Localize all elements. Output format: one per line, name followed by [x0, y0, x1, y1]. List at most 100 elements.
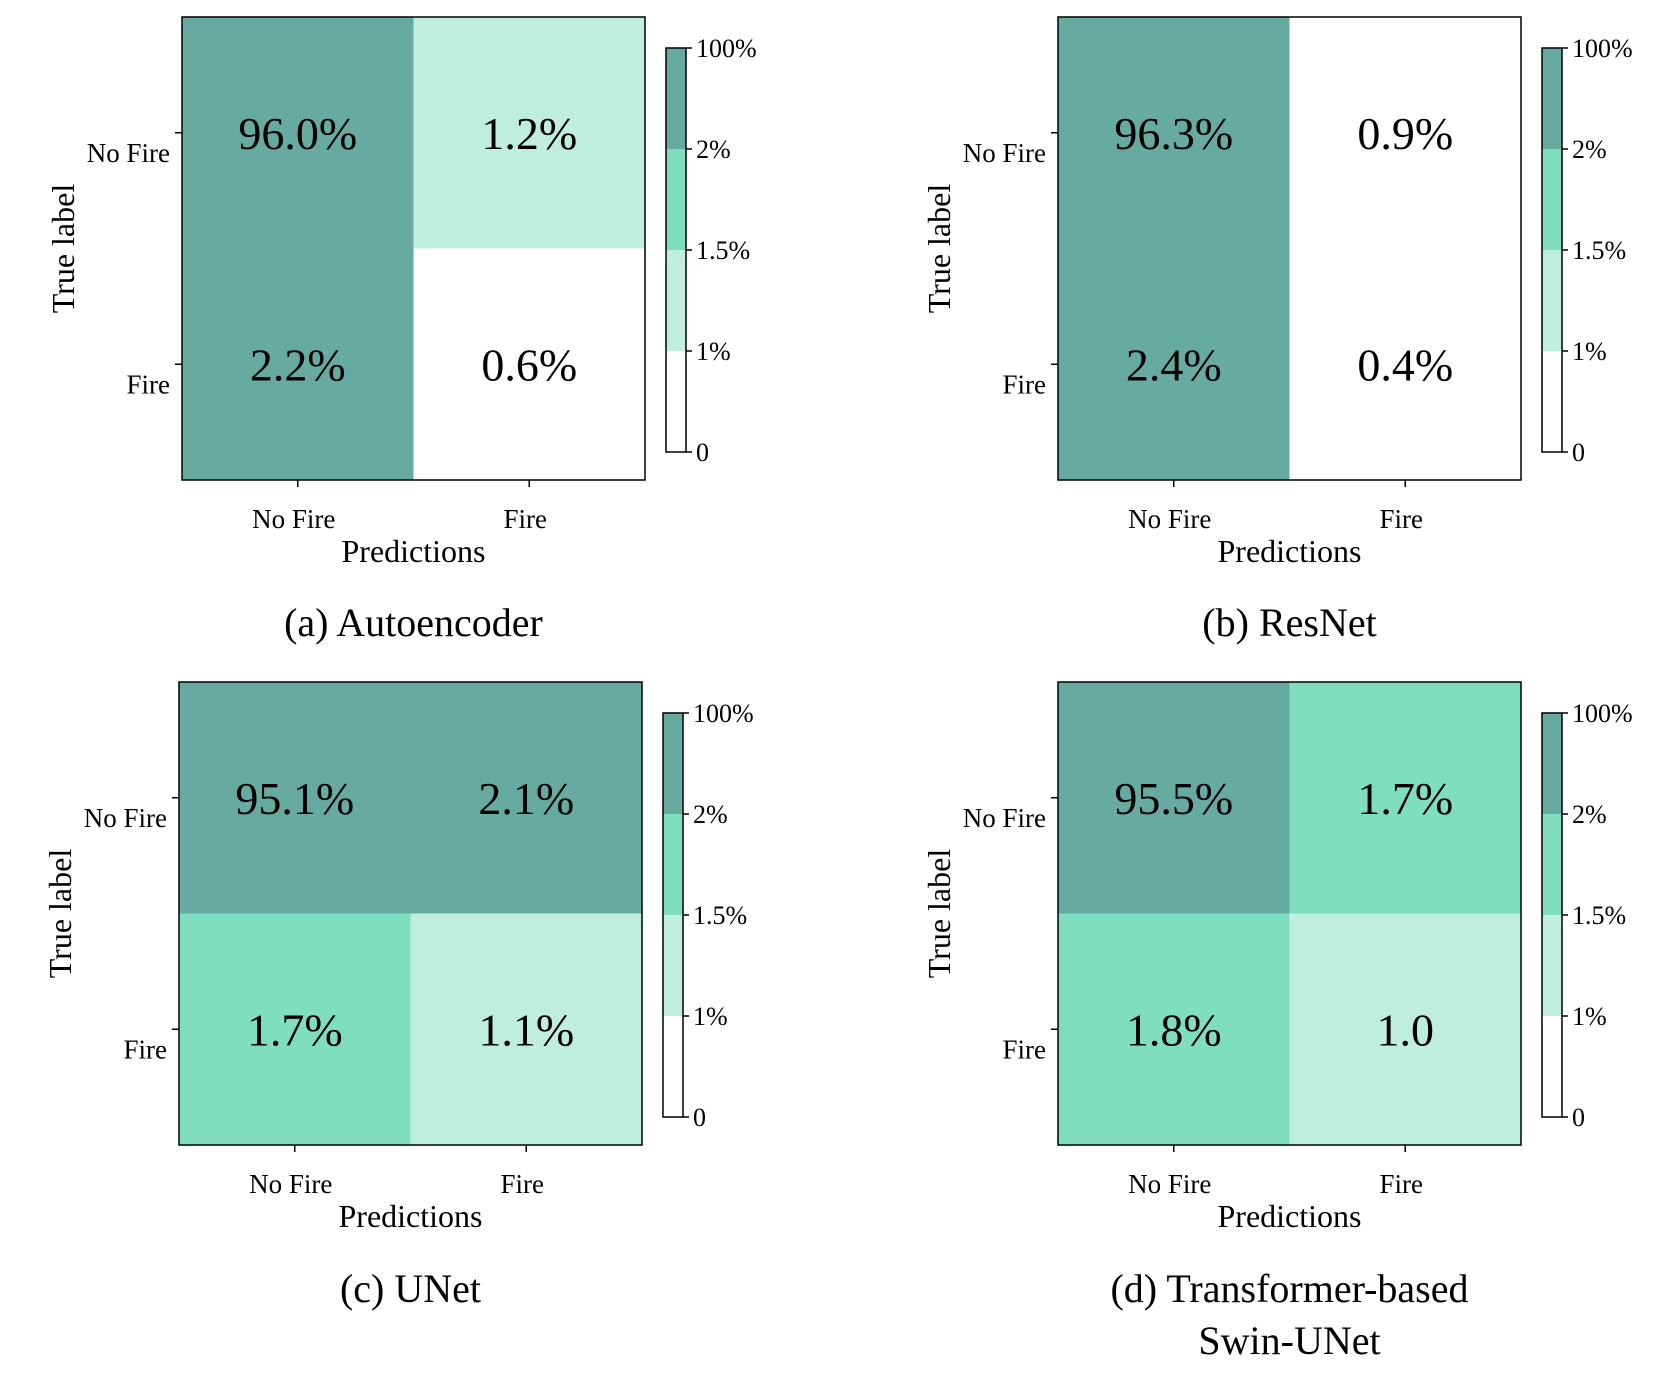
y-axis-label: True label — [45, 184, 81, 314]
x-tick-label: No Fire — [252, 504, 335, 534]
matrix-cell — [1289, 17, 1521, 249]
colorbar-tick-label: 1.5% — [1572, 901, 1626, 930]
colorbar-band — [663, 713, 683, 814]
colorbar-tick-label: 100% — [693, 699, 754, 728]
colorbar-band — [1542, 250, 1562, 351]
y-tick-label: No Fire — [963, 803, 1046, 833]
cell-value-label: 95.1% — [235, 773, 354, 824]
colorbar-tick-label: 2% — [696, 135, 731, 164]
x-axis-label: Predictions — [1218, 1198, 1362, 1234]
y-tick-label: No Fire — [87, 138, 170, 168]
colorbar-tick-label: 0 — [693, 1103, 706, 1132]
matrix-cell — [1058, 248, 1290, 480]
y-tick-label: Fire — [1003, 1034, 1047, 1064]
y-tick-label: Fire — [1003, 369, 1047, 399]
matrix-cell — [179, 913, 411, 1145]
cell-value-label: 96.0% — [238, 108, 357, 159]
x-tick-label: No Fire — [1128, 1169, 1211, 1199]
colorbar-tick-label: 2% — [1572, 800, 1607, 829]
colorbar-tick-label: 100% — [1572, 34, 1633, 63]
panel-caption: (a) Autoencoder — [284, 600, 543, 645]
cell-value-label: 96.3% — [1114, 108, 1233, 159]
matrix-cell — [179, 682, 411, 914]
colorbar-band — [1542, 351, 1562, 452]
y-tick-label: Fire — [124, 1034, 168, 1064]
colorbar-band — [1542, 814, 1562, 915]
colorbar-tick-label: 1% — [1572, 337, 1607, 366]
colorbar-tick-label: 0 — [1572, 438, 1585, 467]
x-tick-label: Fire — [1380, 504, 1424, 534]
colorbar-tick-label: 1% — [693, 1002, 728, 1031]
colorbar-tick-label: 0 — [696, 438, 709, 467]
matrix-cell — [1289, 248, 1521, 480]
cell-value-label: 0.4% — [1357, 339, 1453, 390]
y-tick-label: No Fire — [963, 138, 1046, 168]
colorbar-tick-label: 2% — [1572, 135, 1607, 164]
y-tick-label: No Fire — [84, 803, 167, 833]
matrix-frame — [178, 681, 643, 1146]
matrix-frame — [1057, 681, 1522, 1146]
colorbar-band — [663, 1016, 683, 1117]
x-tick-label: Fire — [504, 504, 548, 534]
cell-value-label: 1.1% — [478, 1004, 574, 1055]
x-tick-label: No Fire — [249, 1169, 332, 1199]
colorbar-tick-label: 1.5% — [696, 236, 750, 265]
cell-value-label: 1.7% — [247, 1004, 343, 1055]
matrix-cell — [1058, 682, 1290, 914]
matrix-cell — [1058, 17, 1290, 249]
colorbar-tick-label: 100% — [1572, 699, 1633, 728]
colorbar-band — [666, 351, 686, 452]
y-axis-label: True label — [42, 849, 78, 979]
matrix-cell — [410, 913, 642, 1145]
panel-caption: (c) UNet — [340, 1266, 481, 1311]
cell-value-label: 1.2% — [481, 108, 577, 159]
y-tick-label: Fire — [127, 369, 171, 399]
confusion-matrix-panel-3: 95.1% 2.1% 1.7% 1.1% No Fire Fire No Fire Fire P… — [42, 681, 754, 1311]
colorbar-band — [1542, 1016, 1562, 1117]
x-axis-label: Predictions — [339, 1198, 483, 1234]
cell-value-label: 0.6% — [481, 339, 577, 390]
cell-value-label: 0.9% — [1357, 108, 1453, 159]
colorbar-band — [1542, 48, 1562, 149]
confusion-matrix-panel-1: 96.0% 1.2% 2.2% 0.6% No Fire Fire No Fire Fire P… — [45, 16, 757, 645]
y-axis-label: True label — [921, 184, 957, 314]
colorbar-tick-label: 100% — [696, 34, 757, 63]
x-tick-label: No Fire — [1128, 504, 1211, 534]
colorbar-band — [663, 814, 683, 915]
x-tick-label: Fire — [1380, 1169, 1424, 1199]
matrix-cell — [1289, 913, 1521, 1145]
cell-value-label: 1.8% — [1126, 1004, 1222, 1055]
matrix-cell — [182, 248, 414, 480]
panel-caption: (b) ResNet — [1202, 600, 1376, 645]
confusion-matrix-panel-4: 95.5% 1.7% 1.8% 1.0 No Fire Fire No Fire Fire Pr… — [921, 681, 1633, 1363]
x-axis-label: Predictions — [342, 533, 486, 569]
panel-caption: (d) Transformer-based — [1110, 1266, 1468, 1311]
y-axis-label: True label — [921, 849, 957, 979]
cell-value-label: 1.7% — [1357, 773, 1453, 824]
matrix-cell — [413, 248, 645, 480]
colorbar-tick-label: 1% — [696, 337, 731, 366]
colorbar-band — [666, 250, 686, 351]
colorbar-band — [666, 48, 686, 149]
colorbar-tick-label: 1.5% — [693, 901, 747, 930]
matrix-frame — [1057, 16, 1522, 481]
colorbar-tick-label: 1% — [1572, 1002, 1607, 1031]
cell-value-label: 2.2% — [250, 339, 346, 390]
matrix-cell — [413, 17, 645, 249]
cell-value-label: 95.5% — [1114, 773, 1233, 824]
cell-value-label: 2.1% — [478, 773, 574, 824]
matrix-cell — [1058, 913, 1290, 1145]
matrix-frame — [181, 16, 646, 481]
colorbar-tick-label: 1.5% — [1572, 236, 1626, 265]
panel-caption: Swin-UNet — [1198, 1318, 1380, 1363]
colorbar-band — [666, 149, 686, 250]
cell-value-label: 1.0 — [1377, 1004, 1435, 1055]
x-tick-label: Fire — [501, 1169, 545, 1199]
colorbar-tick-label: 2% — [693, 800, 728, 829]
matrix-cell — [1289, 682, 1521, 914]
confusion-matrix-panel-2: 96.3% 0.9% 2.4% 0.4% No Fire Fire No Fire Fire P… — [921, 16, 1633, 645]
colorbar-band — [1542, 713, 1562, 814]
x-axis-label: Predictions — [1218, 533, 1362, 569]
matrix-cell — [182, 17, 414, 249]
colorbar-band — [1542, 149, 1562, 250]
